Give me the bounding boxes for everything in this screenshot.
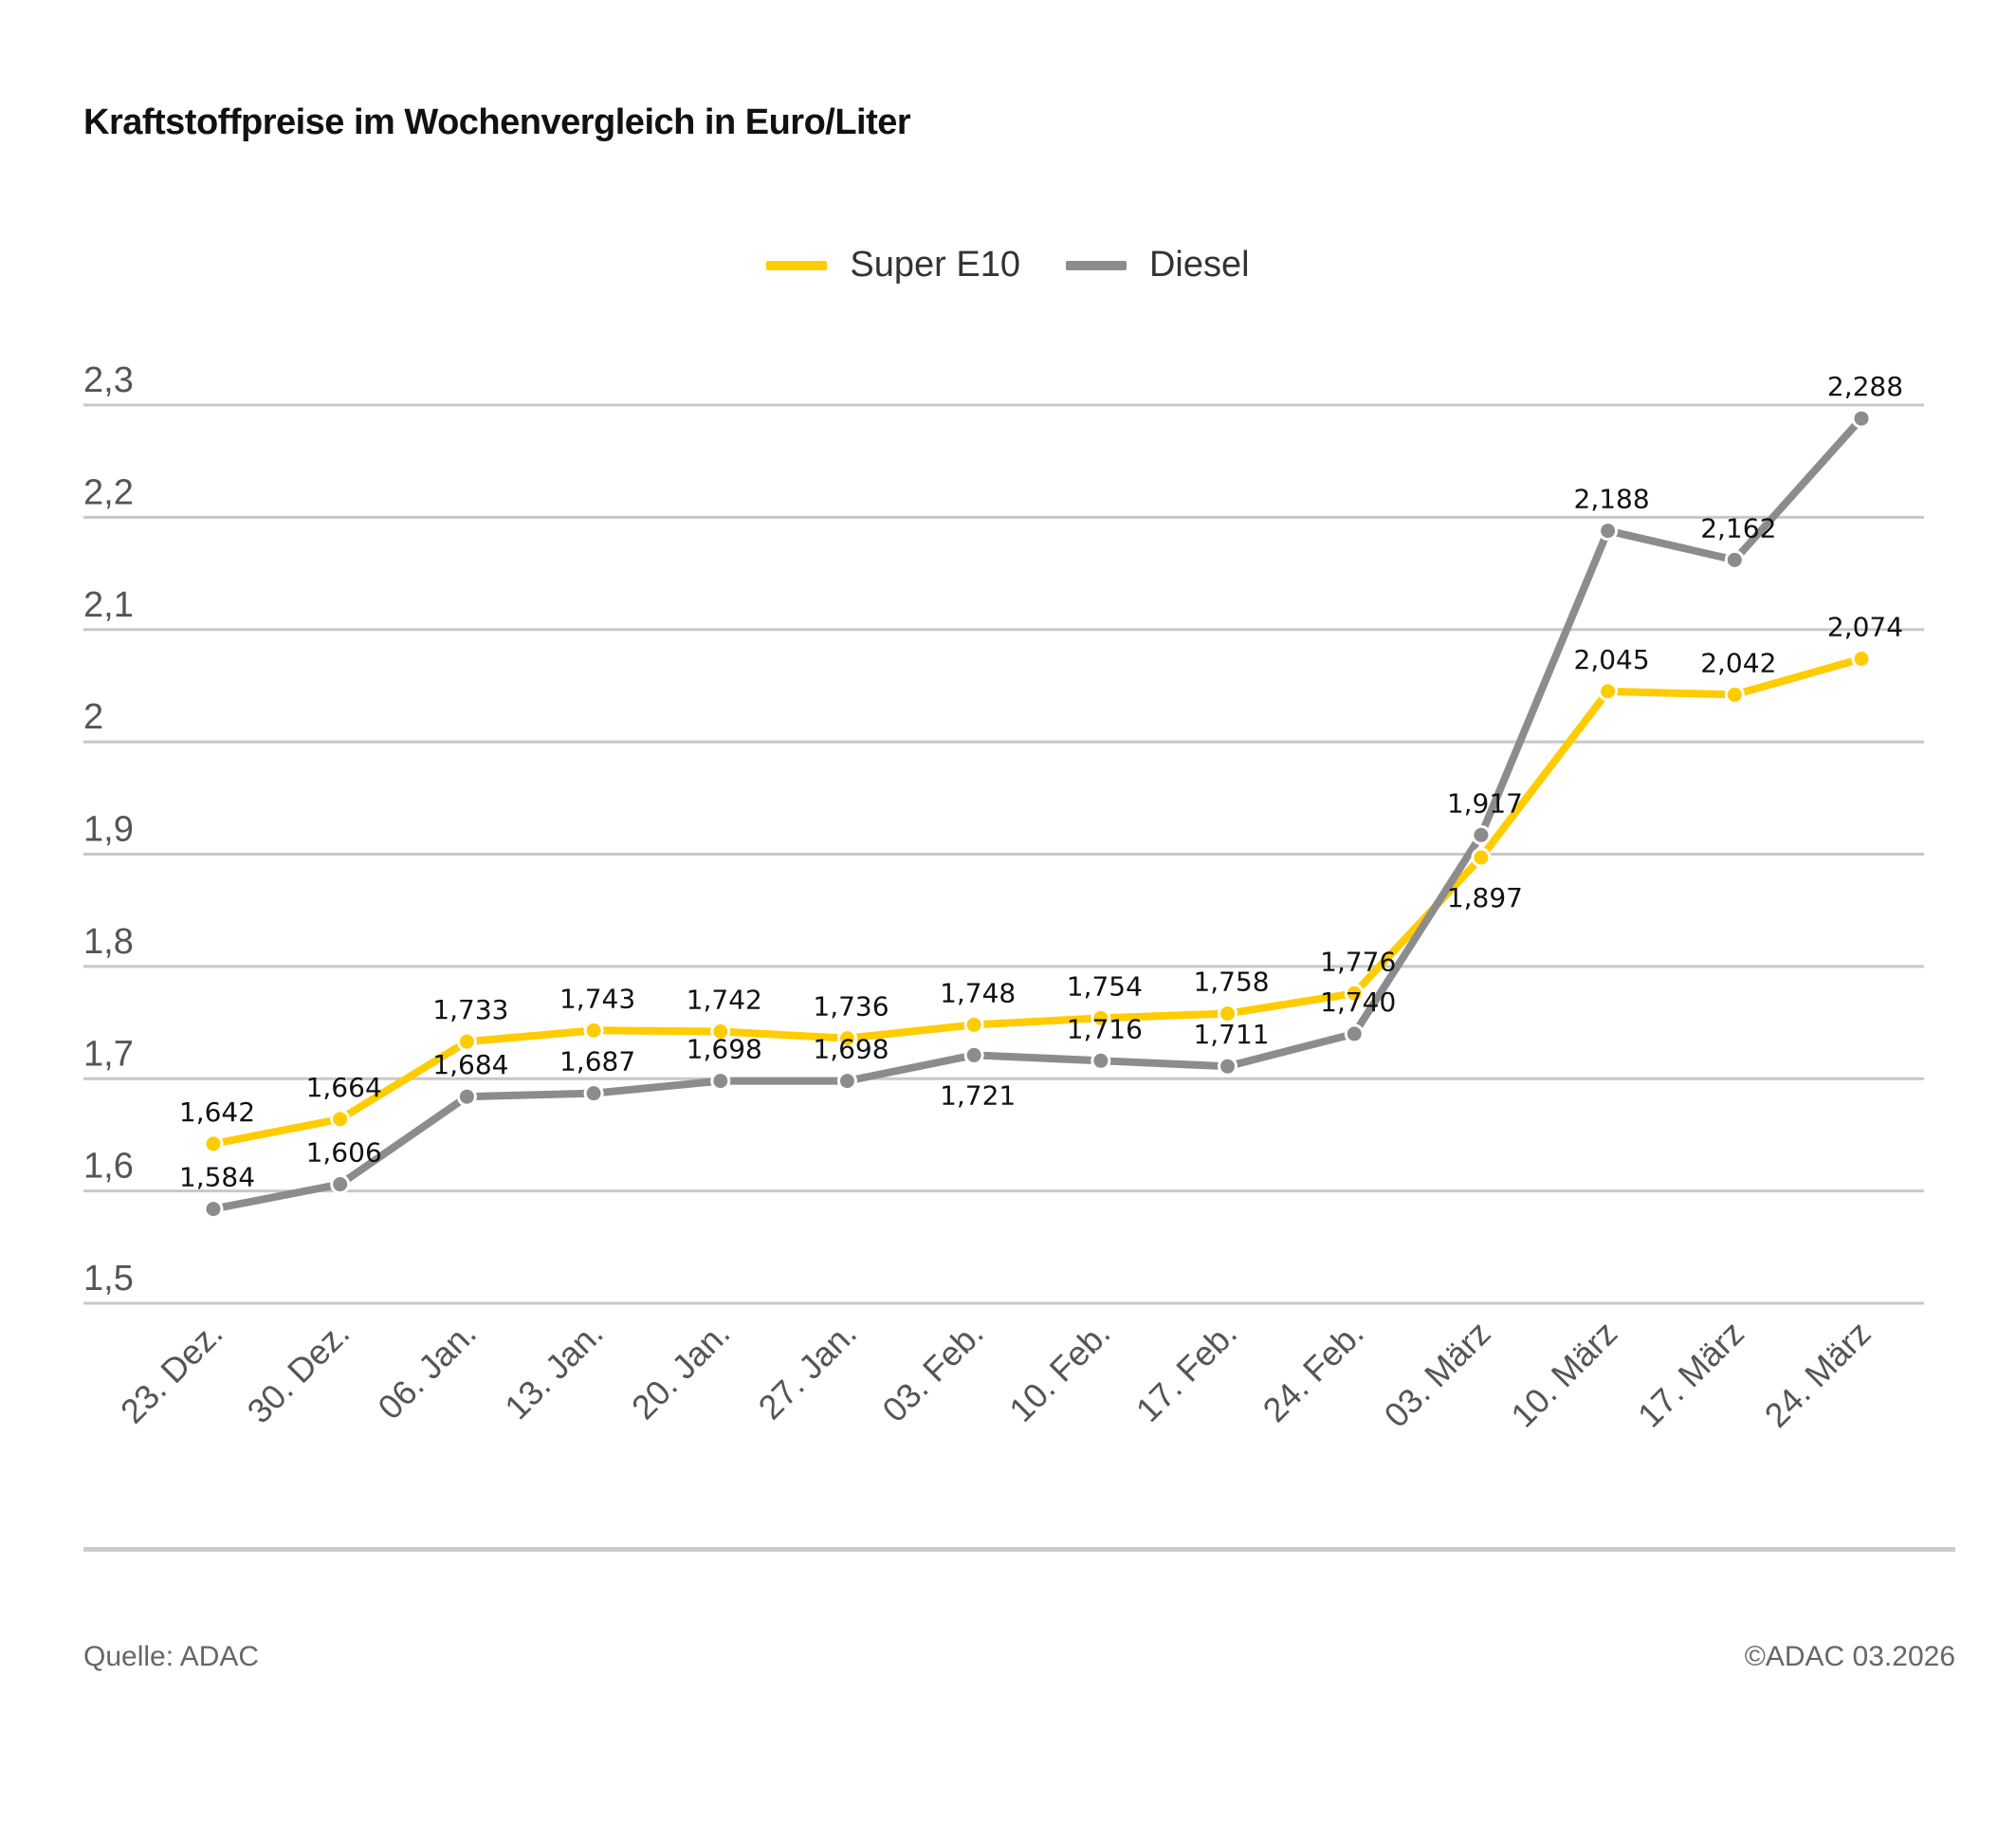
legend: Super E10 Diesel [0,245,2016,286]
data-label: 1,758 [1193,967,1269,998]
data-point [1851,408,1872,429]
data-point [1724,549,1745,570]
y-tick-label: 2,1 [83,585,134,625]
divider [83,1547,1955,1552]
y-tick-label: 1,8 [83,922,134,962]
data-label: 2,188 [1574,484,1650,515]
data-label: 2,042 [1700,647,1776,678]
data-label: 1,584 [179,1162,255,1193]
data-point [1471,847,1492,868]
data-label: 1,754 [1067,970,1143,1002]
legend-swatch-diesel [1065,260,1127,270]
data-label: 1,711 [1193,1019,1269,1050]
data-point [836,1028,857,1049]
y-tick-label: 2 [83,697,103,737]
data-point [1090,1007,1111,1028]
data-label: 1,743 [559,983,635,1014]
data-point [203,1199,224,1220]
data-point [583,1020,604,1041]
source-note: Quelle: ADAC [83,1641,260,1672]
x-tick-label: 06. Jan. [370,1314,484,1428]
data-label: 2,074 [1827,612,1903,643]
data-label: 2,045 [1574,644,1650,675]
y-tick-label: 1,7 [83,1034,134,1074]
y-tick-label: 1,9 [83,810,134,850]
x-tick-label: 17. März [1630,1314,1751,1435]
data-label: 1,664 [306,1072,382,1103]
data-label: 1,687 [559,1046,635,1078]
data-label: 1,742 [687,985,762,1016]
data-label: 1,716 [1067,1013,1143,1044]
data-point [583,1083,604,1104]
data-point [1471,824,1492,845]
x-tick-label: 20. Jan. [624,1314,738,1428]
data-label: 1,684 [432,1049,508,1080]
data-point [1724,684,1745,705]
legend-swatch-super-e10 [766,260,828,270]
data-point [963,1014,984,1035]
data-point [963,1044,984,1065]
y-tick-label: 2,2 [83,472,134,512]
data-point [836,1071,857,1092]
x-tick-label: 03. Feb. [874,1314,990,1429]
data-point [1598,521,1619,542]
data-label: 1,606 [306,1137,382,1169]
data-point [1344,1023,1365,1044]
data-point [1598,681,1619,702]
legend-label: Diesel [1148,245,1250,285]
copyright-note: ©ADAC 03.2026 [1744,1641,1955,1672]
data-point [1851,649,1872,670]
x-tick-label: 17. Feb. [1128,1314,1244,1429]
x-tick-label: 10. März [1503,1314,1624,1435]
data-point [1344,983,1365,1004]
data-label: 1,698 [687,1034,762,1065]
x-tick-label: 30. Dez. [240,1314,357,1431]
x-tick-label: 24. Feb. [1255,1314,1370,1429]
data-label: 1,721 [940,1079,1016,1111]
x-tick-label: 24. März [1757,1314,1879,1435]
data-point [1218,1004,1238,1024]
data-point [456,1031,477,1052]
data-point [710,1022,731,1042]
data-point [203,1133,224,1154]
x-tick-label: 23. Dez. [113,1314,230,1431]
data-point [1090,1050,1111,1071]
data-point [330,1174,351,1195]
data-label: 1,897 [1447,882,1523,913]
data-label: 1,917 [1447,787,1523,819]
legend-item-diesel: Diesel [1065,245,1250,286]
data-label: 1,642 [179,1096,255,1128]
x-tick-label: 27. Jan. [751,1314,865,1428]
x-tick-label: 10. Feb. [1001,1314,1117,1429]
series-line-super-e10 [212,654,1863,1148]
legend-item-super-e10: Super E10 [766,245,1020,286]
data-point [1218,1056,1238,1077]
data-point [710,1071,731,1092]
x-tick-label: 03. März [1377,1314,1498,1435]
data-label: 1,733 [432,994,508,1025]
y-tick-label: 1,6 [83,1147,134,1187]
data-label: 1,698 [813,1034,889,1065]
data-label: 1,776 [1320,946,1396,977]
data-point [330,1109,351,1130]
data-label: 1,748 [940,977,1016,1008]
y-tick-label: 2,3 [83,360,134,400]
data-label: 1,740 [1320,986,1396,1018]
series-line-diesel [212,415,1864,1213]
x-tick-label: 13. Jan. [497,1314,611,1428]
data-point [456,1086,477,1107]
data-label: 1,736 [813,991,889,1023]
data-label: 2,288 [1827,371,1903,402]
data-label: 2,162 [1700,512,1776,544]
legend-label: Super E10 [850,245,1020,285]
chart-title: Kraftstoffpreise im Wochenvergleich in E… [83,102,911,142]
y-tick-label: 1,5 [83,1259,134,1299]
